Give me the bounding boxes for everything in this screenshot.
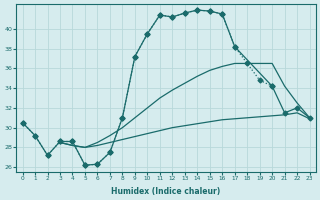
X-axis label: Humidex (Indice chaleur): Humidex (Indice chaleur) xyxy=(111,187,221,196)
